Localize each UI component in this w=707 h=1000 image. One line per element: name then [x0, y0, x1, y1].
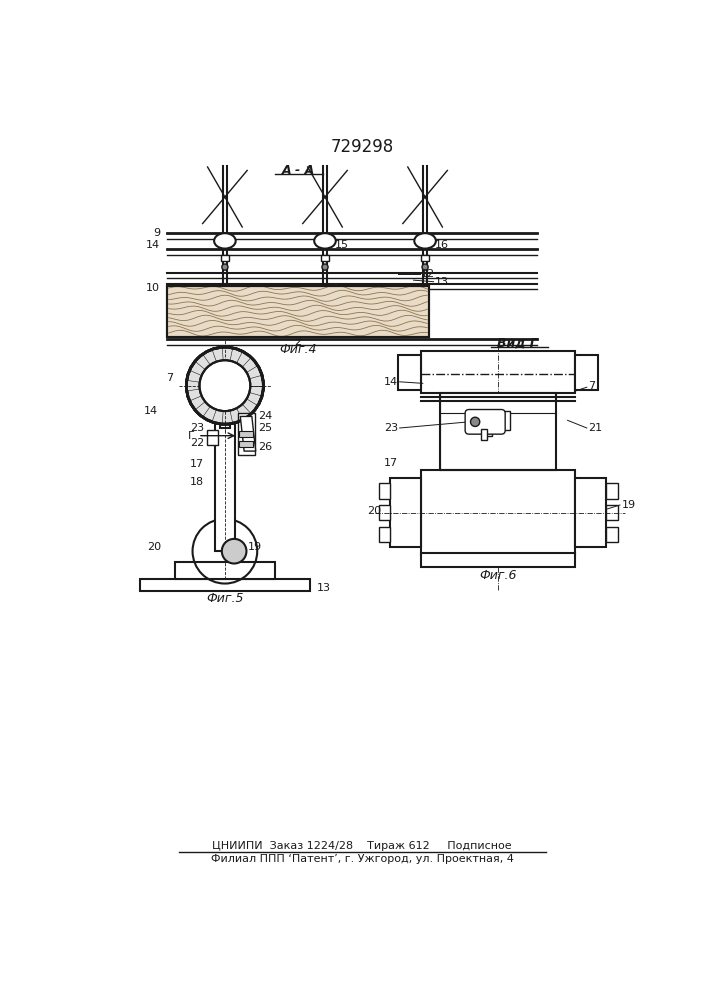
Circle shape [199, 360, 250, 411]
Text: 24: 24 [258, 411, 272, 421]
Bar [219, 382, 230, 428]
Text: 25: 25 [258, 423, 272, 433]
Bar [421, 470, 575, 555]
Ellipse shape [414, 233, 436, 249]
Bar [238, 413, 255, 455]
Bar [167, 286, 429, 337]
Text: 16: 16 [435, 240, 449, 250]
Bar [575, 478, 606, 547]
Bar [239, 441, 252, 447]
Circle shape [479, 412, 498, 430]
Bar [483, 414, 492, 436]
Bar [379, 505, 390, 520]
Bar [606, 483, 618, 499]
Text: ЦНИИПИ  Заказ 1224/28    Тираж 612     Подписное: ЦНИИПИ Заказ 1224/28 Тираж 612 Подписное [212, 841, 512, 851]
Bar [467, 411, 510, 430]
Bar [390, 478, 421, 547]
Bar [321, 255, 329, 261]
Text: 13: 13 [317, 583, 332, 593]
Text: 18: 18 [190, 477, 204, 487]
Text: 12: 12 [421, 269, 436, 279]
Text: 22: 22 [190, 438, 204, 448]
Text: 10: 10 [146, 283, 160, 293]
Bar [575, 355, 598, 389]
Text: 23: 23 [190, 423, 204, 433]
Ellipse shape [314, 233, 336, 249]
Text: Г: Г [188, 431, 195, 441]
Text: 9: 9 [153, 228, 160, 238]
Text: 23: 23 [384, 423, 398, 433]
Bar [379, 483, 390, 499]
Circle shape [422, 264, 428, 270]
Text: 20: 20 [147, 542, 161, 552]
Bar [215, 401, 235, 551]
Bar [606, 527, 618, 542]
Text: 7: 7 [166, 373, 173, 383]
Bar [221, 255, 229, 261]
Text: 21: 21 [588, 423, 602, 433]
Text: Фиг.4: Фиг.4 [279, 343, 317, 356]
Text: 729298: 729298 [330, 138, 394, 156]
Bar [379, 527, 390, 542]
Text: Филиал ППП ‘Патент’, г. Ужгород, ул. Проектная, 4: Филиал ППП ‘Патент’, г. Ужгород, ул. Про… [211, 854, 513, 864]
Text: 17: 17 [190, 459, 204, 469]
Bar [140, 579, 310, 591]
Text: 14: 14 [144, 406, 158, 416]
Circle shape [187, 347, 264, 424]
Text: 20: 20 [367, 506, 381, 516]
Text: 19: 19 [248, 542, 262, 552]
Text: 2: 2 [295, 337, 302, 347]
Circle shape [481, 419, 493, 431]
Bar [239, 431, 252, 437]
Text: А - А: А - А [281, 164, 315, 177]
Text: 14: 14 [384, 377, 398, 387]
Bar [398, 355, 421, 389]
Text: 14: 14 [146, 240, 160, 250]
Bar [421, 255, 429, 261]
Bar [167, 286, 429, 337]
Circle shape [471, 417, 480, 426]
Bar [440, 393, 556, 470]
Bar [606, 505, 618, 520]
Text: 26: 26 [258, 442, 272, 452]
Text: 19: 19 [621, 500, 636, 510]
Text: Вид Г: Вид Г [497, 337, 538, 350]
Circle shape [322, 264, 328, 270]
Text: 13: 13 [435, 277, 449, 287]
Text: 17: 17 [384, 458, 398, 468]
Bar [207, 430, 218, 445]
Bar [481, 429, 487, 440]
Bar [421, 553, 575, 567]
Text: 7: 7 [588, 381, 595, 391]
Text: Фиг.5: Фиг.5 [206, 592, 244, 605]
Polygon shape [240, 416, 256, 451]
Bar [175, 562, 275, 579]
Text: Фиг.6: Фиг.6 [479, 569, 517, 582]
Bar [421, 351, 575, 393]
Ellipse shape [214, 233, 235, 249]
Text: 15: 15 [335, 240, 349, 250]
Circle shape [222, 264, 228, 270]
Circle shape [222, 539, 247, 564]
FancyBboxPatch shape [465, 410, 506, 434]
